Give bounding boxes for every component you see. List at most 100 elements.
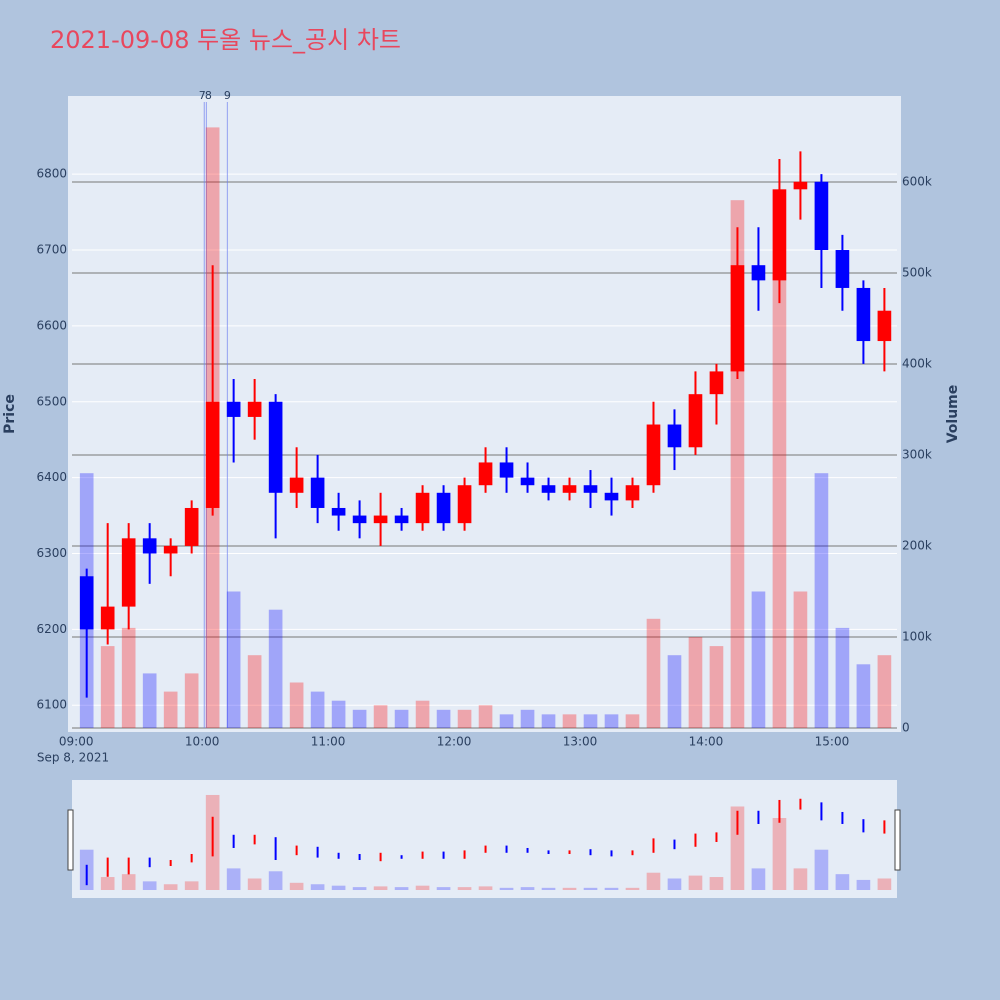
volume-bar: [121, 627, 136, 728]
slider-handle[interactable]: [894, 809, 901, 871]
annotation-label: 7: [199, 89, 206, 102]
y2-axis-title: Volume: [945, 385, 961, 444]
y-axis-title: Price: [2, 394, 18, 434]
y-tick-label: 6100: [36, 698, 67, 712]
mini-volume-bar: [331, 885, 346, 890]
mini-volume-bar: [352, 887, 367, 890]
y2-tick-label: 300k: [902, 447, 932, 461]
candle-body: [751, 265, 766, 281]
volume-bar: [394, 709, 409, 728]
candle-body: [352, 515, 367, 524]
mini-volume-bar: [751, 868, 766, 890]
mini-volume-bar: [226, 868, 241, 890]
mini-volume-bar: [520, 887, 535, 890]
candle-body: [205, 401, 220, 508]
mini-volume-bar: [604, 887, 619, 890]
mini-volume-bar: [667, 878, 682, 890]
mini-volume-bar: [121, 874, 136, 890]
mini-volume-bar: [163, 884, 178, 890]
volume-bar: [415, 700, 430, 728]
candle-body: [394, 515, 409, 524]
y2-tick-label: 200k: [902, 538, 932, 552]
volume-bar: [625, 714, 640, 728]
x-sublabel: Sep 8, 2021: [37, 751, 109, 765]
volume-bar: [163, 691, 178, 728]
volume-bar: [289, 682, 304, 728]
mini-volume-bar: [835, 874, 850, 890]
candle-body: [184, 507, 199, 546]
candle-body: [667, 424, 682, 448]
mini-volume-bar: [478, 886, 493, 890]
volume-bar: [772, 272, 787, 728]
y-tick-label: 6200: [36, 622, 67, 636]
candle-body: [583, 485, 598, 493]
mini-volume-bar: [310, 884, 325, 890]
volume-bar: [583, 714, 598, 728]
candle-body: [142, 538, 157, 554]
mini-volume-bar: [709, 877, 724, 890]
mini-volume-bar: [583, 887, 598, 890]
volume-bar: [709, 646, 724, 728]
candle-body: [79, 576, 94, 630]
mini-volume-bar: [541, 887, 556, 890]
candle-body: [247, 401, 262, 417]
mini-volume-bar: [142, 881, 157, 890]
mini-volume-bar: [184, 881, 199, 890]
candle-body: [793, 181, 808, 190]
mini-volume-bar: [877, 878, 892, 890]
mini-volume-bar: [646, 872, 661, 890]
x-tick-label: 11:00: [311, 735, 346, 749]
mini-volume-bar: [793, 868, 808, 890]
candle-body: [877, 310, 892, 342]
candle-body: [541, 485, 556, 493]
x-tick-label: 09:00: [59, 735, 94, 749]
mini-volume-bar: [268, 871, 283, 890]
volume-bar: [604, 714, 619, 728]
candle-body: [772, 189, 787, 281]
volume-bar: [646, 618, 661, 728]
volume-bar: [751, 591, 766, 728]
volume-bar: [100, 646, 115, 728]
y2-tick-label: 0: [902, 721, 910, 735]
volume-bar: [268, 609, 283, 728]
volume-bar: [520, 709, 535, 728]
candle-body: [121, 538, 136, 607]
volume-bar: [310, 691, 325, 728]
candle-body: [709, 371, 724, 395]
mini-volume-bar: [730, 806, 745, 890]
x-tick-label: 13:00: [563, 735, 598, 749]
range-slider[interactable]: [72, 780, 897, 898]
volume-bar: [331, 700, 346, 728]
mini-volume-bar: [856, 879, 871, 890]
volume-bar: [436, 709, 451, 728]
candle-body: [331, 507, 346, 516]
mini-volume-bar: [394, 887, 409, 890]
candle-body: [646, 424, 661, 486]
candle-body: [562, 485, 577, 493]
annotation-label: 8: [205, 89, 212, 102]
mini-volume-bar: [436, 887, 451, 890]
candle-body: [457, 485, 472, 524]
volume-bar: [877, 655, 892, 728]
volume-bar: [688, 636, 703, 728]
volume-bar: [352, 709, 367, 728]
annotation-label: 9: [224, 89, 231, 102]
x-tick-label: 10:00: [185, 735, 220, 749]
candle-body: [478, 462, 493, 486]
x-tick-label: 15:00: [815, 735, 850, 749]
candle-body: [520, 477, 535, 486]
y2-tick-label: 400k: [902, 356, 932, 370]
slider-handle[interactable]: [67, 809, 74, 871]
mini-volume-bar: [100, 877, 115, 890]
volume-bar: [373, 705, 388, 728]
mini-volume-bar: [772, 818, 787, 890]
mini-volume-bar: [247, 878, 262, 890]
y-tick-label: 6300: [36, 546, 67, 560]
mini-volume-bar: [289, 882, 304, 890]
candle-body: [625, 485, 640, 501]
candle-body: [856, 287, 871, 342]
candle-body: [835, 250, 850, 288]
y-tick-label: 6400: [36, 470, 67, 484]
volume-bar: [856, 664, 871, 728]
